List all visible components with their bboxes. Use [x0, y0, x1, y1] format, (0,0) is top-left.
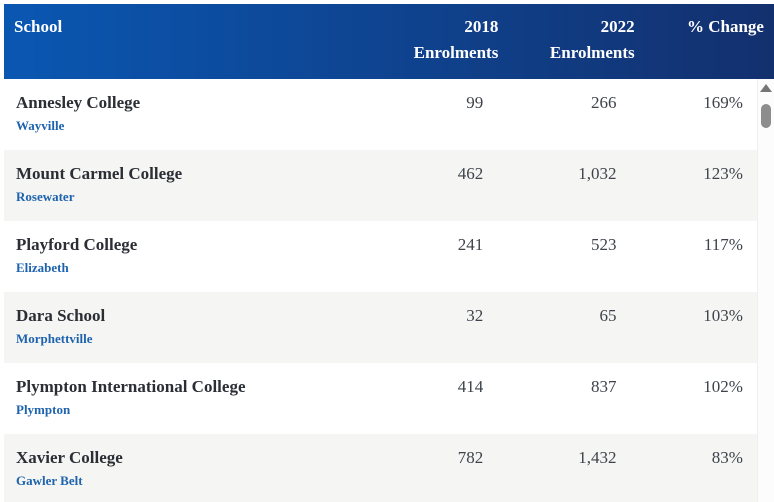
school-location: Plympton [16, 402, 71, 417]
table-row: Dara School Morphettville 32 65 103% [4, 292, 757, 363]
enrolments-2018-value: 462 [457, 164, 484, 183]
column-header-percent-change-label: % Change [686, 17, 764, 36]
school-location: Morphettville [16, 331, 93, 346]
enrolments-2022-value: 1,032 [578, 164, 617, 183]
enrolments-2022-value: 65 [599, 306, 617, 325]
table-row: Playford College Elizabeth 241 523 117% [4, 221, 757, 292]
school-cell: Xavier College Gawler Belt [4, 434, 364, 502]
table-rows: Annesley College Wayville 99 266 169% Mo… [4, 79, 757, 502]
school-name: Playford College [16, 235, 138, 254]
enrolments-2022-value: 266 [590, 93, 617, 112]
school-name: Annesley College [16, 93, 141, 112]
vertical-scrollbar[interactable] [757, 79, 774, 502]
enrolments-2018-value: 241 [457, 235, 484, 254]
school-location: Wayville [16, 118, 65, 133]
table-row: Annesley College Wayville 99 266 169% [4, 79, 757, 150]
school-cell: Playford College Elizabeth [4, 221, 364, 292]
percent-change-value: 103% [703, 306, 743, 325]
school-cell: Plympton International College Plympton [4, 363, 364, 434]
scroll-up-button[interactable] [760, 79, 772, 100]
table-row: Xavier College Gawler Belt 782 1,432 83% [4, 434, 757, 502]
school-location: Rosewater [16, 189, 75, 204]
enrolments-2022-value: 523 [590, 235, 617, 254]
column-header-percent-change: % Change [645, 14, 774, 79]
table-row: Mount Carmel College Rosewater 462 1,032… [4, 150, 757, 221]
percent-change-value: 117% [703, 235, 743, 254]
school-name: Dara School [16, 306, 106, 325]
school-location: Gawler Belt [16, 473, 83, 488]
table-row: Plympton International College Plympton … [4, 363, 757, 434]
school-name: Xavier College [16, 448, 123, 467]
table-body: Annesley College Wayville 99 266 169% Mo… [4, 79, 774, 502]
enrolments-2018-value: 782 [457, 448, 484, 467]
column-header-school-label: School [14, 17, 63, 36]
column-header-2022-line2: Enrolments [549, 43, 635, 62]
column-header-2022-enrolments: 2022 Enrolments [508, 14, 644, 79]
enrolments-2022-value: 1,432 [578, 448, 617, 467]
column-header-school: School [4, 14, 372, 79]
enrolments-2018-value: 99 [466, 93, 484, 112]
enrolments-2018-value: 32 [466, 306, 484, 325]
school-name: Plympton International College [16, 377, 246, 396]
scroll-up-arrow-icon [760, 84, 772, 92]
column-header-2018-line2: Enrolments [413, 43, 499, 62]
enrolments-2018-value: 414 [457, 377, 484, 396]
school-name: Mount Carmel College [16, 164, 183, 183]
school-cell: Annesley College Wayville [4, 79, 364, 150]
school-cell: Dara School Morphettville [4, 292, 364, 363]
scrollbar-thumb[interactable] [761, 104, 771, 128]
table-header: School 2018 Enrolments 2022 Enrolments %… [4, 4, 774, 79]
column-header-2018-enrolments: 2018 Enrolments [372, 14, 508, 79]
column-header-2022-line1: 2022 [600, 17, 635, 36]
enrolments-2022-value: 837 [590, 377, 617, 396]
school-location: Elizabeth [16, 260, 69, 275]
percent-change-value: 83% [711, 448, 743, 467]
percent-change-value: 169% [703, 93, 743, 112]
school-cell: Mount Carmel College Rosewater [4, 150, 364, 221]
column-header-2018-line1: 2018 [464, 17, 499, 36]
percent-change-value: 123% [703, 164, 743, 183]
percent-change-value: 102% [703, 377, 743, 396]
